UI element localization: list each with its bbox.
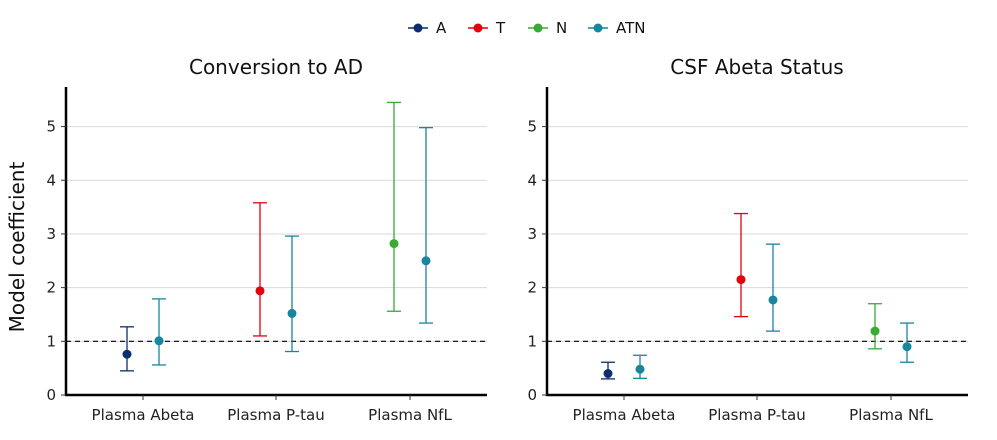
legend-item-n: N bbox=[528, 19, 567, 37]
x-tick-label-plasma-p-tau: Plasma P-tau bbox=[708, 406, 806, 424]
errorbar-plasma-nfl-atn bbox=[419, 127, 433, 324]
errorbar-plasma-abeta-atn bbox=[633, 354, 647, 380]
legend-marker-t bbox=[473, 23, 483, 33]
x-tick-label-plasma-nfl: Plasma NfL bbox=[849, 406, 933, 424]
legend-marker-atn bbox=[593, 23, 603, 33]
legend: A T N ATN bbox=[408, 19, 645, 37]
point-plasma-abeta-a bbox=[603, 369, 613, 379]
y-tick-label-5: 5 bbox=[46, 118, 56, 136]
x-tick-label-plasma-abeta: Plasma Abeta bbox=[92, 406, 195, 424]
legend-marker-a bbox=[413, 23, 423, 33]
point-plasma-p-tau-atn bbox=[287, 308, 297, 318]
errorbar-plasma-abeta-a bbox=[120, 326, 134, 372]
legend-label-t: T bbox=[495, 19, 506, 37]
legend-marker-n bbox=[533, 23, 543, 33]
point-plasma-nfl-atn bbox=[902, 342, 912, 352]
y-tick-label-0: 0 bbox=[527, 386, 537, 404]
point-plasma-abeta-atn bbox=[154, 336, 164, 346]
panel-title-csf-abeta-status: CSF Abeta Status bbox=[670, 55, 843, 79]
x-tick-label-plasma-abeta: Plasma Abeta bbox=[573, 406, 676, 424]
point-plasma-abeta-atn bbox=[635, 364, 645, 374]
point-plasma-nfl-n bbox=[870, 326, 880, 336]
point-plasma-nfl-atn bbox=[421, 256, 431, 266]
panel-conversion-to-ad: Conversion to AD 0 1 2 3 4 5 Plasma Abeta Plasm… bbox=[46, 55, 487, 424]
errorbar-plasma-p-tau-t bbox=[734, 212, 748, 318]
y-tick-label-3: 3 bbox=[527, 225, 537, 243]
errorbar-plasma-abeta-a bbox=[601, 361, 615, 380]
errorbar-plasma-nfl-atn bbox=[900, 322, 914, 363]
legend-item-a: A bbox=[408, 19, 447, 37]
y-tick-label-1: 1 bbox=[527, 332, 537, 350]
legend-item-atn: ATN bbox=[588, 19, 645, 37]
x-tick-label-plasma-nfl: Plasma NfL bbox=[368, 406, 452, 424]
y-axis-label: Model coefficient bbox=[5, 162, 29, 333]
y-tick-label-4: 4 bbox=[527, 171, 537, 189]
point-plasma-abeta-a bbox=[122, 349, 132, 359]
legend-label-n: N bbox=[556, 19, 567, 37]
y-tick-label-2: 2 bbox=[46, 279, 56, 297]
errorbar-plasma-nfl-n bbox=[387, 101, 401, 312]
errorbar-plasma-abeta-atn bbox=[152, 298, 166, 366]
point-plasma-nfl-n bbox=[389, 239, 399, 249]
point-plasma-p-tau-atn bbox=[768, 295, 778, 305]
errorbar-plasma-nfl-n bbox=[868, 303, 882, 350]
x-tick-label-plasma-p-tau: Plasma P-tau bbox=[227, 406, 325, 424]
point-plasma-p-tau-t bbox=[736, 275, 746, 285]
errorbar-plasma-p-tau-atn bbox=[766, 243, 780, 332]
legend-item-t: T bbox=[468, 19, 506, 37]
y-tick-label-2: 2 bbox=[527, 279, 537, 297]
y-tick-label-3: 3 bbox=[46, 225, 56, 243]
errorbar-plasma-p-tau-atn bbox=[285, 235, 299, 353]
errorbar-plasma-p-tau-t bbox=[253, 202, 267, 337]
point-plasma-p-tau-t bbox=[255, 286, 265, 296]
y-tick-label-0: 0 bbox=[46, 386, 56, 404]
y-tick-label-4: 4 bbox=[46, 171, 56, 189]
panel-title-conversion-to-ad: Conversion to AD bbox=[189, 55, 363, 79]
y-tick-label-1: 1 bbox=[46, 332, 56, 350]
legend-label-atn: ATN bbox=[616, 19, 645, 37]
panel-csf-abeta-status: CSF Abeta Status 0 1 2 3 4 5 Plasma Abeta Plasm… bbox=[527, 55, 968, 424]
legend-label-a: A bbox=[436, 19, 447, 37]
y-tick-label-5: 5 bbox=[527, 118, 537, 136]
